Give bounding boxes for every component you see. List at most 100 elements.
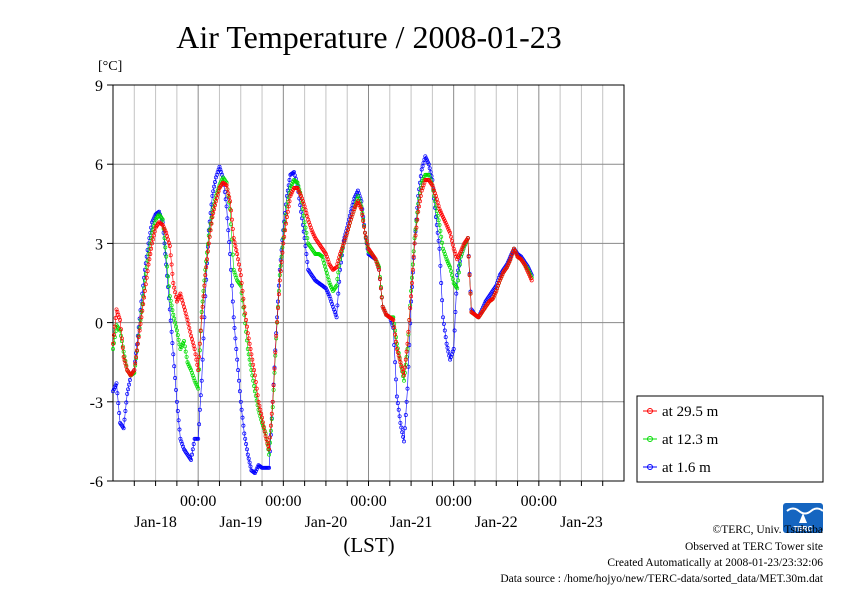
data-point — [287, 178, 292, 182]
data-point — [355, 199, 360, 204]
data-point — [122, 417, 127, 422]
data-point — [377, 267, 382, 272]
data-point — [190, 370, 194, 375]
data-point — [390, 317, 395, 322]
data-point — [191, 442, 196, 446]
data-point — [506, 261, 511, 266]
data-point — [119, 327, 123, 332]
data-point — [447, 263, 452, 268]
x-day-label: Jan-20 — [305, 514, 348, 531]
data-point — [204, 259, 209, 264]
data-point — [230, 226, 235, 231]
data-point — [523, 264, 528, 269]
data-point — [112, 385, 117, 390]
data-point — [435, 230, 440, 235]
data-point — [213, 203, 217, 208]
data-point — [257, 403, 262, 408]
data-point — [227, 195, 232, 200]
data-point — [175, 297, 180, 302]
data-point — [282, 234, 287, 239]
data-point — [139, 315, 144, 320]
data-point — [160, 217, 165, 222]
data-point — [286, 204, 291, 209]
data-point — [310, 230, 315, 235]
data-point — [112, 335, 117, 340]
data-point — [394, 377, 398, 382]
data-point — [174, 328, 179, 333]
data-point — [247, 357, 252, 362]
data-point — [172, 364, 177, 369]
data-point — [410, 281, 414, 285]
data-point — [179, 345, 184, 349]
data-point — [512, 246, 516, 251]
data-point — [150, 237, 155, 242]
data-point — [272, 366, 277, 371]
series-at-12-3-m — [111, 172, 534, 457]
data-point — [456, 278, 461, 283]
data-point — [162, 236, 167, 241]
data-point — [173, 290, 178, 295]
data-point — [167, 294, 172, 299]
data-point — [267, 465, 272, 470]
legend: at 29.5 m at 12.3 m at 1.6 m — [636, 395, 824, 483]
data-point — [467, 273, 472, 278]
data-point — [404, 399, 409, 404]
data-point — [205, 257, 209, 262]
data-point — [170, 271, 175, 276]
data-point — [227, 240, 232, 245]
data-point — [194, 382, 199, 387]
x-tick-midnight-label: 00:00 — [521, 493, 557, 510]
data-point — [302, 236, 307, 241]
data-point — [334, 315, 339, 320]
data-point — [412, 241, 417, 246]
data-point — [449, 234, 453, 239]
data-point — [160, 222, 165, 227]
data-point — [147, 257, 152, 262]
data-point — [172, 285, 177, 290]
data-point — [200, 357, 205, 362]
data-point — [171, 312, 176, 317]
y-tick-label: 3 — [95, 236, 103, 253]
data-point — [175, 409, 180, 413]
data-point — [304, 230, 309, 235]
data-point — [418, 174, 423, 179]
data-point — [252, 368, 257, 373]
data-point — [167, 244, 172, 248]
data-point — [334, 283, 339, 288]
data-point — [162, 241, 167, 246]
data-point — [208, 228, 213, 233]
data-point — [233, 336, 238, 341]
series-line — [112, 174, 532, 455]
data-point — [211, 189, 216, 194]
data-point — [360, 213, 365, 217]
data-point — [452, 328, 457, 333]
data-point — [441, 315, 445, 320]
data-point — [425, 160, 430, 165]
data-point — [150, 220, 154, 225]
x-axis-label: (LST) — [343, 533, 394, 557]
data-point — [326, 292, 331, 297]
data-point — [224, 204, 229, 209]
data-point — [165, 264, 170, 269]
data-point — [225, 216, 230, 221]
data-point — [255, 393, 260, 398]
data-point — [433, 204, 438, 209]
data-point — [407, 318, 412, 322]
data-point — [447, 228, 452, 233]
data-point — [303, 244, 308, 248]
data-point — [427, 166, 432, 171]
data-point — [455, 286, 460, 291]
data-point — [325, 290, 330, 295]
data-point — [449, 269, 453, 274]
data-point — [241, 296, 246, 301]
data-point — [419, 180, 424, 185]
data-point — [163, 245, 168, 250]
data-point — [244, 318, 249, 322]
data-point — [213, 180, 217, 184]
data-point — [323, 285, 327, 290]
data-point — [394, 394, 399, 399]
data-point — [197, 348, 202, 353]
data-point — [401, 374, 406, 379]
data-point — [174, 324, 178, 329]
data-point — [364, 238, 369, 243]
